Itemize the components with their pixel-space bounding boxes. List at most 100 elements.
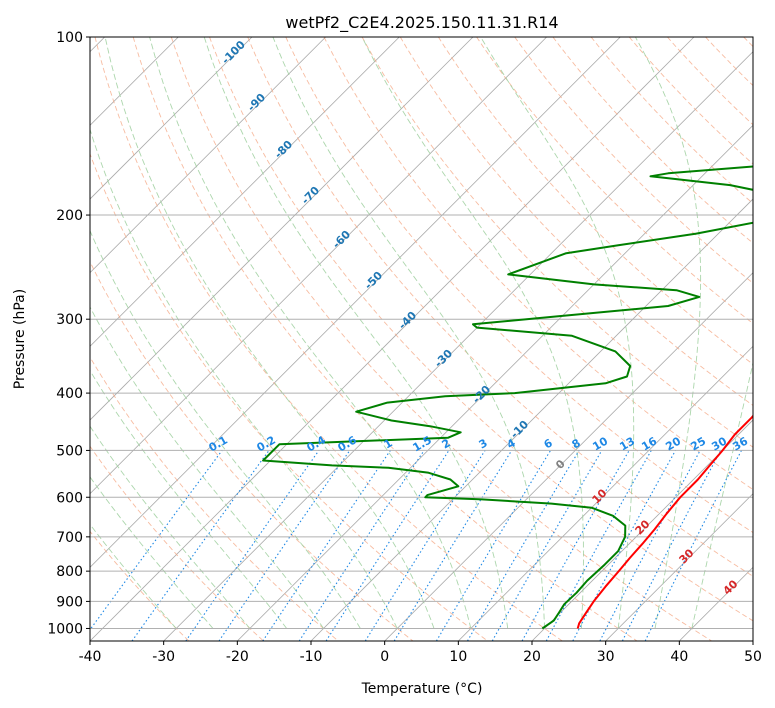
isotherm-label: -100 (219, 38, 248, 67)
mixing-ratio-line (545, 450, 652, 641)
isotherm-line (90, 37, 326, 274)
pressure-grid (90, 36, 753, 629)
mixing-ratio-label: 1 (382, 436, 395, 451)
mixing-ratio-line (131, 450, 270, 641)
y-tick-label: 400 (56, 386, 83, 402)
x-tick-label: 50 (744, 649, 762, 665)
dry-adiabat-line (247, 37, 753, 577)
mixing-ratio-label: 3 (477, 436, 490, 451)
mixing-ratio-label: 6 (542, 436, 555, 451)
moist-adiabat-line (361, 37, 584, 629)
isotherm-zero-label: 0 (553, 457, 568, 472)
x-tick-label: 40 (670, 649, 688, 665)
y-axis-ticks: 100 200 300 400 500 600 700 800 900 1000 (47, 30, 90, 637)
isotherm-line (458, 345, 753, 641)
isotherm-line (679, 566, 753, 641)
y-tick-label: 900 (56, 594, 83, 610)
moist-adiabat-line (90, 306, 324, 629)
mixing-ratio-label: 0.6 (336, 433, 360, 454)
dry-adiabat-line (514, 37, 753, 284)
temperature-trace (576, 414, 753, 629)
x-tick-label: 10 (449, 649, 467, 665)
x-tick-label: -40 (79, 649, 102, 665)
isotherm-line (90, 37, 253, 200)
isotherm-line (90, 37, 400, 347)
mixing-ratio-line (325, 450, 450, 641)
isotherm-label: -50 (362, 269, 385, 292)
mixing-ratio-label: 8 (570, 436, 583, 451)
dry-adiabat-line (90, 152, 488, 641)
mixing-ratio-line (218, 450, 351, 641)
mixing-ratio-line (621, 450, 722, 641)
dry-adiabat-line (323, 37, 753, 491)
dry-adiabat-line (209, 37, 753, 622)
moist-adiabat-line (104, 37, 435, 629)
mixing-ratio-line (467, 450, 580, 641)
x-tick-label: 30 (597, 649, 615, 665)
isotherm-line (384, 272, 753, 641)
isotherm-label: -70 (299, 184, 322, 207)
dry-adiabat-label: 10 (590, 486, 610, 506)
dry-adiabat-line (94, 37, 563, 641)
isotherm-line (163, 51, 753, 641)
moist-adiabat-line (272, 37, 545, 629)
mixing-ratio-line (185, 450, 320, 641)
y-tick-label: 500 (56, 443, 83, 459)
mixing-ratio-line (521, 450, 630, 641)
isotherm-line (531, 419, 753, 641)
y-tick-label: 800 (56, 564, 83, 580)
mixing-ratio-label: 0.1 (207, 433, 230, 454)
isotherm-line (90, 37, 474, 421)
moist-adiabat-line (691, 360, 753, 629)
x-tick-label: -30 (152, 649, 175, 665)
dry-adiabat-line (399, 37, 753, 406)
isotherm-label: -60 (330, 228, 353, 251)
moist-adiabat-line (90, 523, 177, 629)
isotherm-line (752, 640, 753, 641)
moist-adiabat-line (480, 37, 635, 629)
moist-adiabat-line (149, 37, 472, 629)
dry-adiabat-line (170, 37, 712, 641)
mixing-ratio-line (298, 450, 425, 641)
y-tick-label: 100 (56, 30, 83, 46)
mixing-ratio-line (90, 450, 223, 631)
y-tick-label: 300 (56, 312, 83, 328)
isotherm-line (90, 37, 695, 641)
x-tick-label: -20 (226, 649, 249, 665)
plot-frame (89, 36, 754, 642)
dry-adiabat-label: 40 (721, 577, 741, 597)
isotherm-label: -30 (432, 347, 455, 370)
y-axis-label: Pressure (hPa) (12, 289, 28, 389)
dry-adiabat-line (438, 37, 753, 365)
y-tick-label: 200 (56, 208, 83, 224)
mixing-ratio-line (393, 450, 513, 641)
x-tick-label: 0 (380, 649, 389, 665)
mixing-ratio-line (435, 450, 552, 641)
moist-adiabat-line (90, 476, 214, 629)
traces (262, 165, 753, 630)
dry-adiabat-line (476, 37, 753, 325)
isotherm-line (237, 124, 753, 641)
x-tick-label: -10 (300, 649, 323, 665)
isotherm-label: -90 (245, 91, 268, 114)
isotherm-line (310, 198, 753, 641)
dewpoint-trace (262, 165, 753, 630)
dry-adiabat-label: 30 (677, 546, 697, 566)
mixing-ratio-label: 0.4 (305, 433, 329, 454)
x-axis-ticks: -40 -30 -20 -10 0 10 20 30 40 50 (79, 641, 762, 665)
dry-adiabat-line (90, 445, 264, 641)
mixing-ratio-line (599, 450, 701, 641)
dry-adiabat-line (285, 37, 753, 534)
dry-adiabat-line (705, 37, 753, 87)
y-tick-label: 600 (56, 490, 83, 506)
isotherm-line (90, 37, 547, 495)
background-lines (90, 37, 753, 641)
y-tick-label: 1000 (47, 621, 83, 637)
dry-adiabat-line (90, 530, 190, 641)
moist-adiabat-line (203, 37, 509, 629)
dry-adiabat-line (90, 356, 339, 641)
chart-title: wetPf2_C2E4.2025.150.11.31.R14 (285, 13, 558, 33)
isotherm-label: -80 (272, 138, 295, 161)
moist-adiabat-line (90, 229, 361, 629)
mixing-ratio-label: 1.5 (411, 433, 434, 454)
